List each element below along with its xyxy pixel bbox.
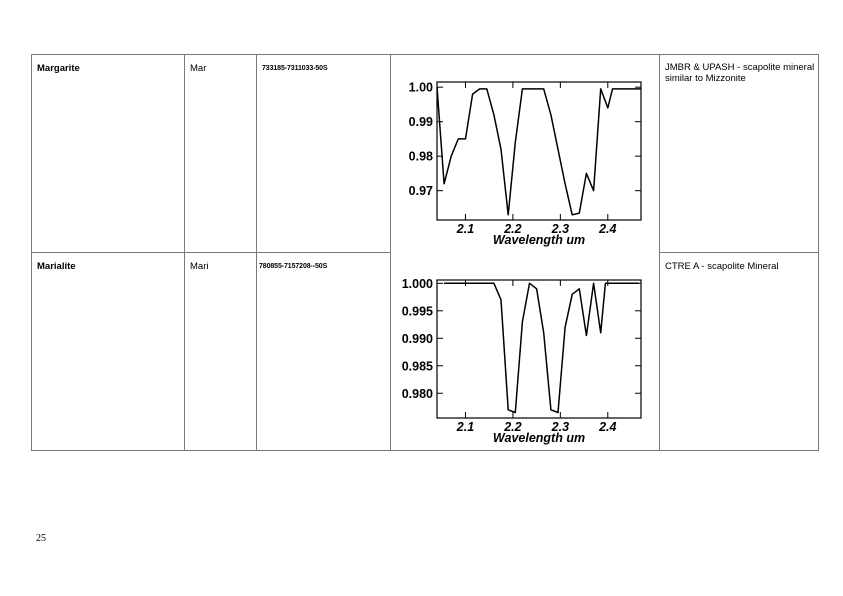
mineral-table: Margarite Mar 733185-7311033-50S JMBR & … xyxy=(31,54,819,451)
spectrum-line xyxy=(436,87,641,216)
table-row-divider xyxy=(31,252,390,253)
plot-frame xyxy=(436,81,642,221)
mineral-note: JMBR & UPASH - scapolite mineral similar… xyxy=(665,62,815,84)
table-col-divider xyxy=(184,54,185,451)
x-tick-label: 2.2 xyxy=(503,420,521,434)
mineral-note: CTRE A - scapolite Mineral xyxy=(665,261,779,272)
mineral-name: Marialite xyxy=(37,261,76,272)
table-border-bottom xyxy=(31,450,819,451)
table-col-divider xyxy=(659,54,660,451)
mineral-name: Margarite xyxy=(37,63,80,74)
mineral-abbreviation: Mar xyxy=(190,63,207,74)
table-col-divider xyxy=(256,54,257,451)
plot-frame xyxy=(436,279,642,419)
x-axis-label: Wavelength um xyxy=(493,431,585,445)
x-tick-label: 2.3 xyxy=(551,222,569,236)
table-col-divider xyxy=(390,54,391,451)
x-tick-label: 2.3 xyxy=(551,420,569,434)
page-number: 25 xyxy=(36,533,46,544)
sample-code: 780855-7157208--50S xyxy=(259,263,328,270)
sample-code: 733185-7311033-50S xyxy=(262,65,328,72)
x-axis-label: Wavelength um xyxy=(493,233,585,247)
x-tick-label: 2.2 xyxy=(503,222,521,236)
y-tick-label: 0.99 xyxy=(409,115,433,129)
y-tick-label: 1.00 xyxy=(409,81,433,95)
table-border-top xyxy=(31,54,819,55)
spectrum-line xyxy=(444,282,639,414)
table-border-right xyxy=(818,54,819,451)
y-tick-label: 0.985 xyxy=(402,359,433,373)
table-border-left xyxy=(31,54,32,451)
spectrum-chart-marialite: 0.980 0.985 0.990 0.995 1.000 2.1 2.2 2.3 2.4 Wav… xyxy=(394,274,652,448)
y-tick-label: 0.980 xyxy=(402,387,433,401)
y-tick-label: 1.000 xyxy=(402,277,433,291)
spectrum-chart-svg: 0.97 0.98 0.99 1.00 2.1 2.2 2.3 2.4 Wavelength u… xyxy=(409,81,642,247)
table-row-divider xyxy=(659,252,819,253)
x-tick-label: 2.1 xyxy=(456,222,474,236)
y-tick-label: 0.990 xyxy=(402,332,433,346)
x-tick-label: 2.1 xyxy=(456,420,474,434)
spectrum-chart-margarite: 0.97 0.98 0.99 1.00 2.1 2.2 2.3 2.4 Wavelength u… xyxy=(394,76,652,250)
spectrum-chart-svg: 0.980 0.985 0.990 0.995 1.000 2.1 2.2 2.3 2.4 Wav… xyxy=(402,277,642,445)
x-tick-label: 2.4 xyxy=(598,222,616,236)
x-tick-label: 2.4 xyxy=(598,420,616,434)
mineral-abbreviation: Mari xyxy=(190,261,209,272)
y-tick-label: 0.995 xyxy=(402,304,433,318)
y-tick-label: 0.98 xyxy=(409,150,433,164)
y-tick-label: 0.97 xyxy=(409,184,433,198)
